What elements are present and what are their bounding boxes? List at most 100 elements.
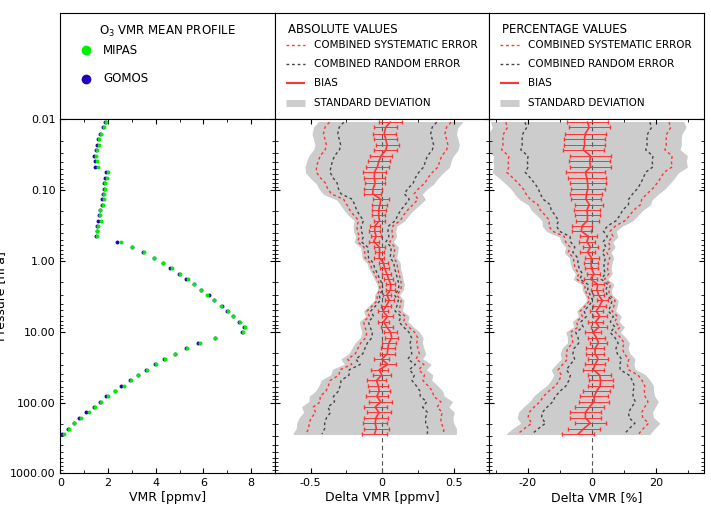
Point	[100, 184, 111, 192]
Point	[181, 344, 192, 353]
Point	[90, 145, 102, 154]
Point	[223, 307, 234, 315]
Point	[99, 184, 110, 192]
Point	[195, 286, 206, 294]
Text: GOMOS: GOMOS	[103, 72, 149, 85]
Point	[240, 323, 251, 331]
Point	[235, 317, 246, 326]
Point	[94, 206, 105, 214]
Point	[88, 403, 100, 411]
Point	[100, 168, 112, 176]
Point	[92, 227, 103, 235]
Text: BIAS: BIAS	[528, 78, 552, 88]
Point	[216, 302, 228, 310]
Point	[132, 371, 144, 379]
Point	[97, 190, 109, 198]
Point	[80, 408, 91, 417]
X-axis label: Delta VMR [%]: Delta VMR [%]	[551, 491, 642, 504]
Point	[91, 227, 102, 235]
Point	[95, 397, 106, 406]
Point	[102, 168, 114, 176]
Point	[92, 217, 103, 225]
Text: BIAS: BIAS	[314, 78, 338, 88]
Point	[149, 254, 160, 262]
Point	[63, 424, 74, 433]
Point	[91, 157, 102, 165]
Point	[98, 190, 109, 198]
Point	[90, 152, 102, 160]
Point	[94, 130, 105, 138]
Point	[102, 392, 114, 401]
Text: COMBINED SYSTEMATIC ERROR: COMBINED SYSTEMATIC ERROR	[314, 40, 477, 50]
Point	[90, 232, 101, 241]
Point	[95, 397, 107, 406]
Point	[101, 392, 112, 401]
Point	[99, 174, 110, 182]
Point	[74, 414, 85, 422]
Y-axis label: Pressure [hPa]: Pressure [hPa]	[0, 252, 7, 341]
Point	[210, 334, 221, 342]
Point	[157, 259, 169, 267]
Point	[174, 269, 186, 278]
Text: COMBINED RANDOM ERROR: COMBINED RANDOM ERROR	[314, 59, 460, 69]
Point	[118, 382, 129, 390]
Point	[115, 382, 127, 390]
Text: STANDARD DEVIATION: STANDARD DEVIATION	[314, 98, 430, 108]
Point	[193, 339, 204, 347]
Point	[93, 135, 105, 143]
Point	[196, 286, 207, 294]
Point	[93, 211, 105, 219]
Point	[95, 130, 106, 138]
Text: ABSOLUTE VALUES: ABSOLUTE VALUES	[288, 22, 397, 36]
Point	[100, 118, 111, 127]
Point	[237, 328, 248, 336]
Point	[95, 211, 106, 219]
Point	[94, 206, 105, 214]
Point	[124, 376, 136, 384]
Point	[90, 157, 101, 165]
Point	[101, 118, 112, 127]
Point	[166, 264, 178, 272]
Text: STANDARD DEVIATION: STANDARD DEVIATION	[528, 98, 645, 108]
Point	[148, 254, 159, 262]
Point	[99, 179, 110, 187]
Point	[92, 163, 104, 171]
Point	[149, 360, 160, 369]
Point	[75, 414, 86, 422]
X-axis label: Delta VMR [ppmv]: Delta VMR [ppmv]	[325, 491, 439, 504]
Point	[98, 179, 109, 187]
Text: O$_3$ VMR MEAN PROFILE: O$_3$ VMR MEAN PROFILE	[100, 24, 236, 39]
Point	[233, 317, 245, 326]
Point	[98, 195, 109, 203]
Point	[138, 248, 149, 257]
Point	[92, 145, 103, 154]
Point	[239, 323, 250, 331]
Point	[109, 387, 121, 395]
Point	[208, 296, 220, 304]
Point	[109, 387, 121, 395]
Point	[140, 366, 151, 374]
Point	[63, 424, 75, 433]
Point	[58, 430, 70, 438]
Point	[92, 135, 104, 143]
Point	[236, 328, 247, 336]
Text: MIPAS: MIPAS	[103, 44, 139, 57]
Point	[99, 123, 110, 132]
Point	[91, 232, 102, 241]
Point	[102, 174, 113, 182]
Point	[188, 280, 200, 289]
Point	[228, 312, 239, 321]
Text: PERCENTAGE VALUES: PERCENTAGE VALUES	[502, 22, 627, 36]
Point	[209, 334, 220, 342]
Point	[68, 419, 80, 427]
Point	[221, 307, 232, 315]
Point	[91, 222, 102, 230]
X-axis label: VMR [ppmv]: VMR [ppmv]	[129, 491, 206, 504]
Point	[125, 376, 137, 384]
Point	[91, 141, 102, 149]
Point	[159, 355, 171, 363]
Point	[97, 200, 108, 209]
Point	[141, 366, 153, 374]
Point	[181, 344, 192, 353]
Point	[137, 248, 149, 257]
